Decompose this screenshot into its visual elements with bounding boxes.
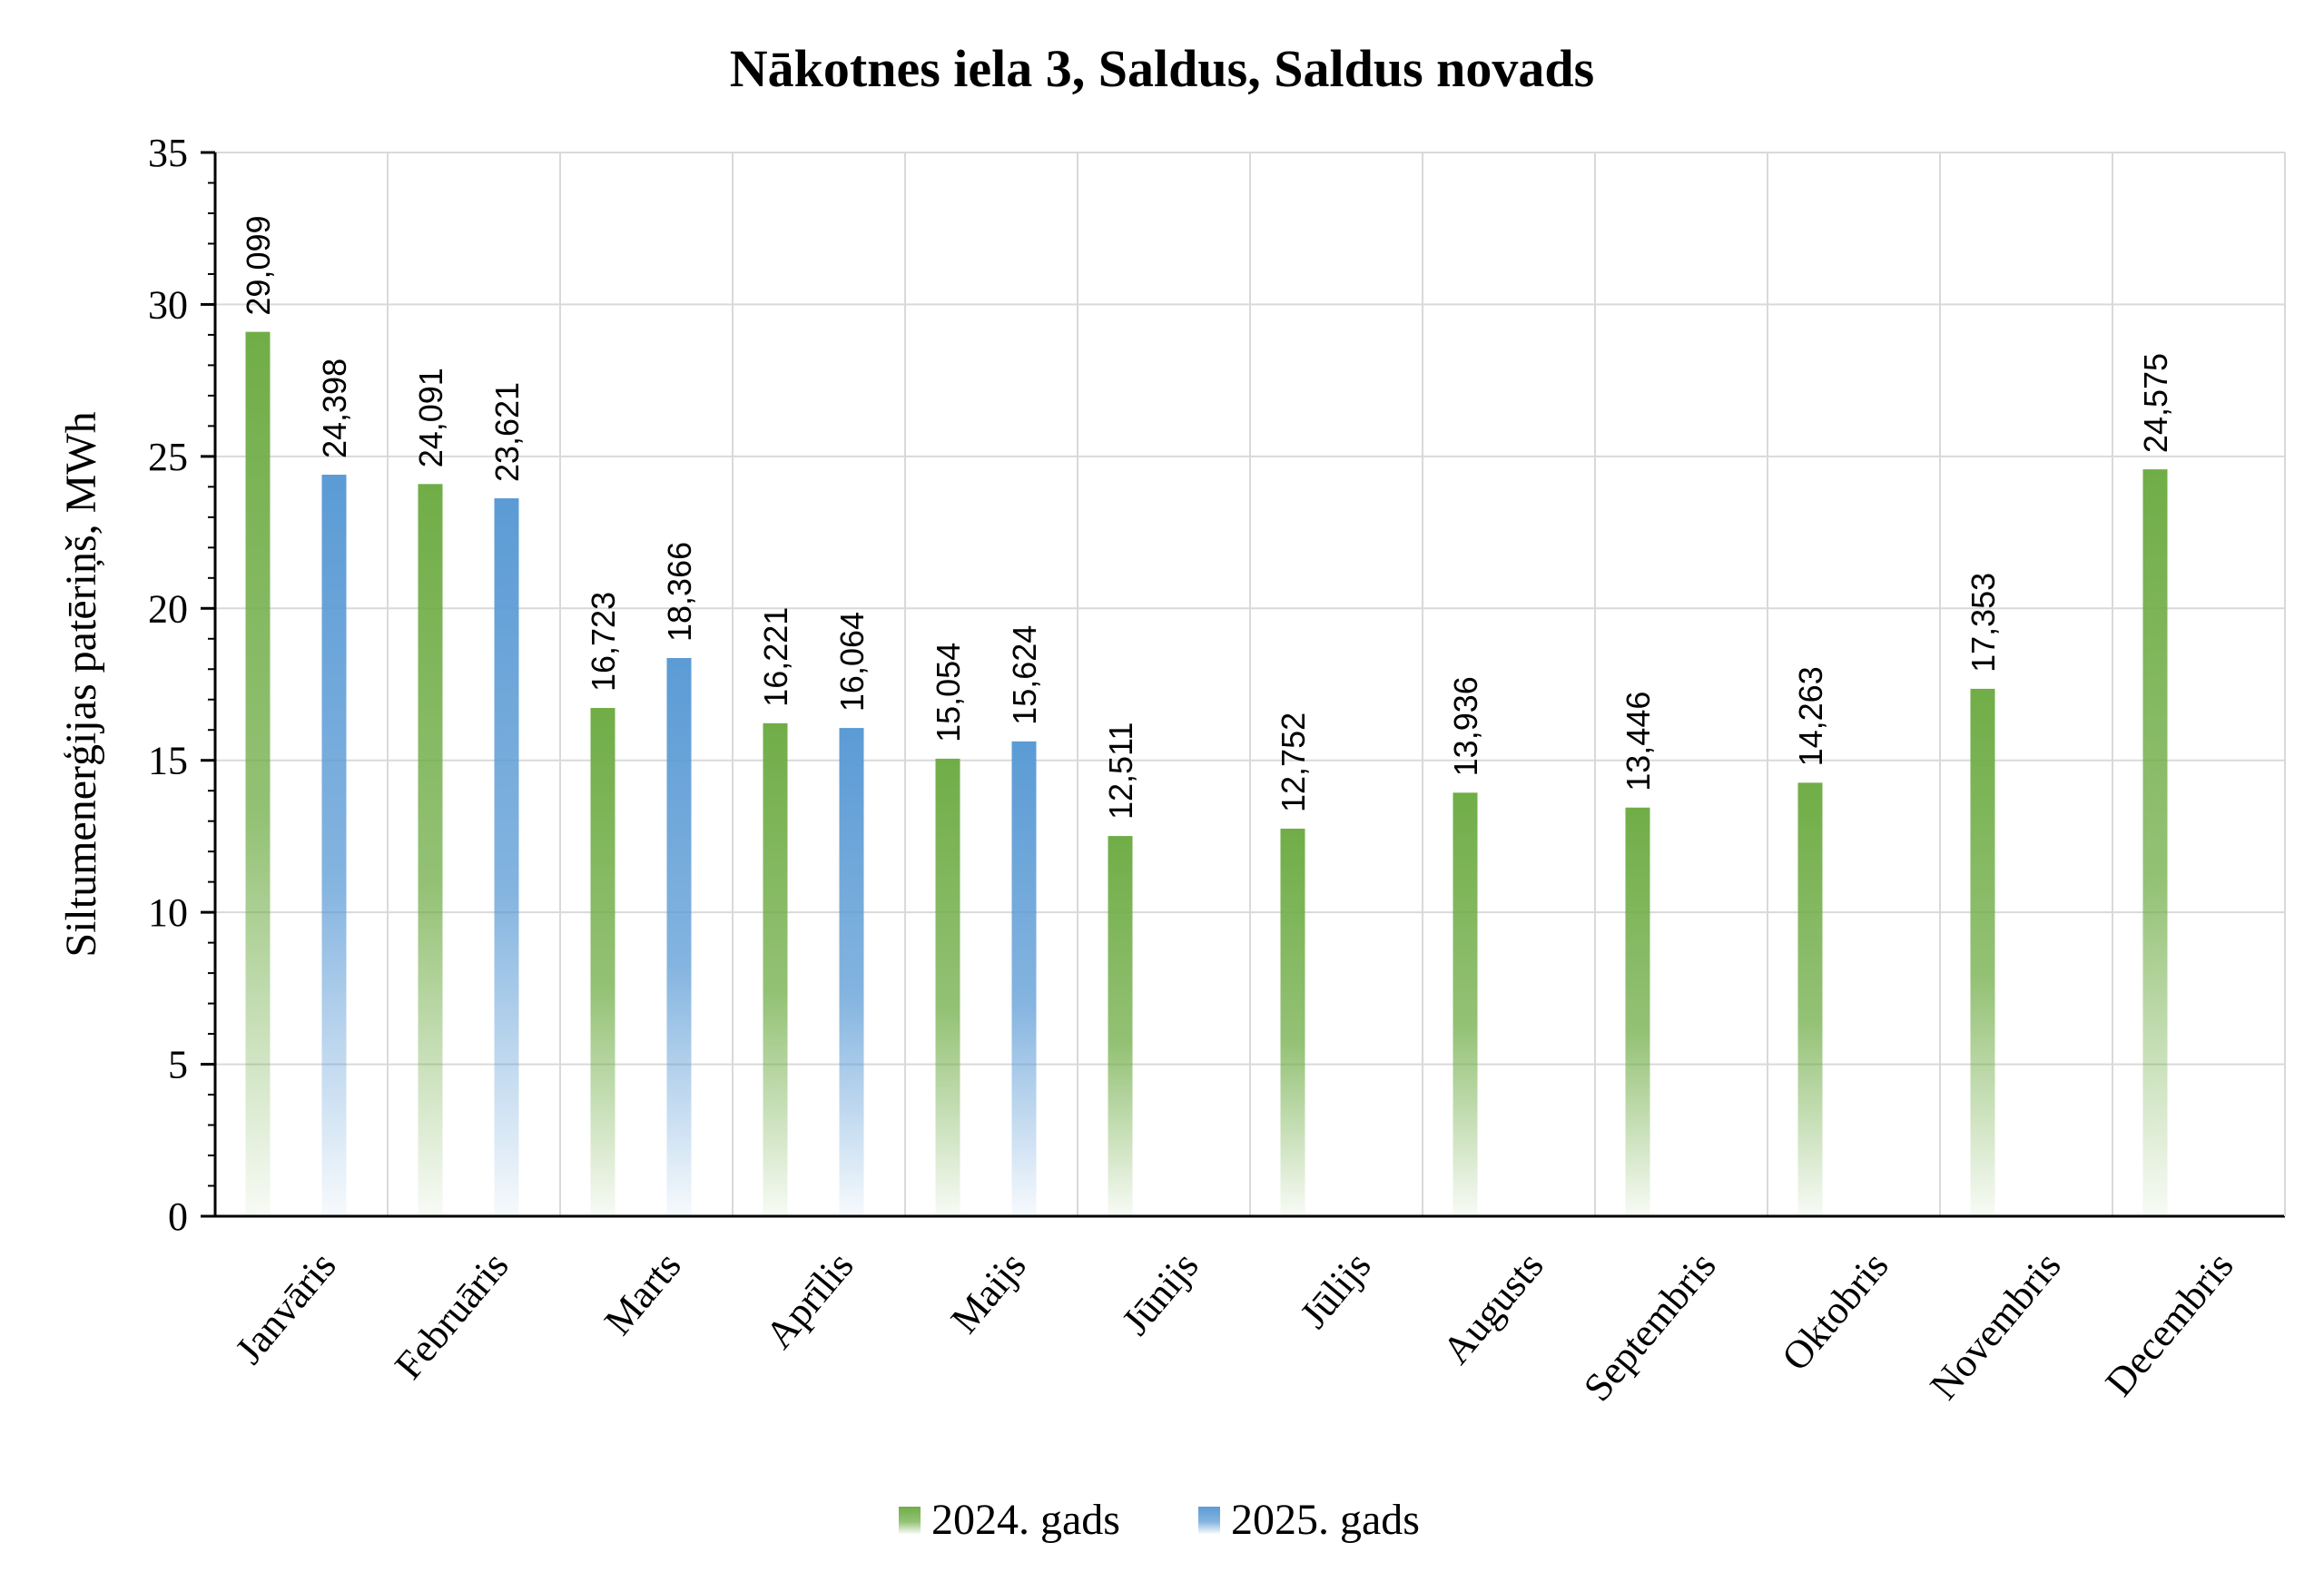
x-tick-label: Februāris	[386, 1243, 517, 1388]
x-tick-label: Novembris	[1921, 1243, 2069, 1408]
bar-2025-4	[1011, 741, 1037, 1216]
data-label: 18,366	[661, 542, 698, 642]
bar-2024-0	[245, 331, 271, 1216]
x-tick-label: Oktobris	[1773, 1243, 1897, 1379]
data-label: 15,054	[930, 643, 967, 742]
x-tick-label: Janvāris	[226, 1243, 344, 1372]
chart-title: Nākotnes iela 3, Saldus, Saldus novads	[730, 39, 1595, 98]
bar-2025-1	[494, 498, 519, 1216]
bar-2024-1	[418, 484, 443, 1216]
y-tick-label: 0	[168, 1194, 188, 1239]
x-tick-label: Jūlijs	[1291, 1243, 1379, 1337]
data-label: 15,624	[1006, 625, 1043, 725]
legend-label: 2024. gads	[931, 1496, 1120, 1544]
data-label: 29,099	[240, 215, 277, 315]
x-tick-label: Marts	[596, 1243, 690, 1343]
data-label: 24,091	[412, 368, 449, 467]
data-label: 16,723	[585, 592, 622, 692]
bar-2024-4	[935, 758, 960, 1216]
bar-2024-7	[1452, 792, 1478, 1216]
y-tick-label: 20	[148, 586, 188, 631]
bar-2024-2	[590, 708, 615, 1216]
y-tick-label: 30	[148, 282, 188, 327]
y-tick-label: 10	[148, 890, 188, 935]
x-tick-label: Septembris	[1575, 1243, 1725, 1410]
legend: 2024. gads 2025. gads	[899, 1496, 1420, 1544]
data-label: 17,353	[1965, 573, 2002, 673]
bar-2024-5	[1108, 836, 1133, 1216]
y-tick-label: 15	[148, 739, 188, 783]
y-tick-label: 5	[168, 1043, 188, 1087]
bars	[245, 331, 2168, 1216]
bar-2024-10	[1970, 688, 1995, 1216]
data-labels: 29,099 24,091 16,723 16,221 15,054 12,511 12,7…	[240, 215, 2174, 820]
grid-lines	[215, 152, 2286, 1216]
bar-2024-3	[763, 722, 788, 1216]
x-tick-label: Maijs	[942, 1243, 1035, 1341]
data-label: 23,621	[488, 382, 526, 482]
bar-2025-2	[666, 658, 692, 1216]
bar-2024-6	[1280, 828, 1305, 1216]
bar-2025-0	[321, 475, 347, 1216]
data-label: 24,575	[2137, 353, 2174, 453]
legend-label: 2025. gads	[1231, 1496, 1420, 1544]
y-tick-label: 35	[148, 131, 188, 175]
bar-2024-9	[1797, 782, 1823, 1216]
data-label: 16,221	[757, 607, 794, 707]
data-label: 13,936	[1447, 676, 1484, 776]
bar-2025-3	[839, 728, 864, 1216]
y-tick-label: 25	[148, 435, 188, 479]
data-label: 14,263	[1792, 666, 1829, 766]
legend-swatch	[899, 1507, 921, 1534]
y-axis-label: Siltumenerģijas patēriņš, MWh	[57, 411, 105, 957]
data-label: 13,446	[1620, 692, 1657, 791]
data-label: 16,064	[833, 612, 871, 712]
data-label: 24,398	[316, 359, 353, 458]
x-tick-label: Augusts	[1433, 1243, 1551, 1372]
x-tick-label: Aprīlis	[757, 1243, 862, 1357]
legend-swatch	[1198, 1507, 1220, 1534]
axes: 0 5 10 15 20 25 30 35 Janvāris Februāris Marts Aprī…	[148, 131, 2286, 1410]
data-label: 12,511	[1102, 722, 1139, 820]
data-label: 12,752	[1275, 712, 1312, 812]
bar-2024-8	[1625, 807, 1650, 1216]
x-tick-label: Decembris	[2097, 1243, 2242, 1404]
x-tick-label: Jūnijs	[1113, 1243, 1207, 1343]
bar-2024-11	[2142, 469, 2168, 1216]
